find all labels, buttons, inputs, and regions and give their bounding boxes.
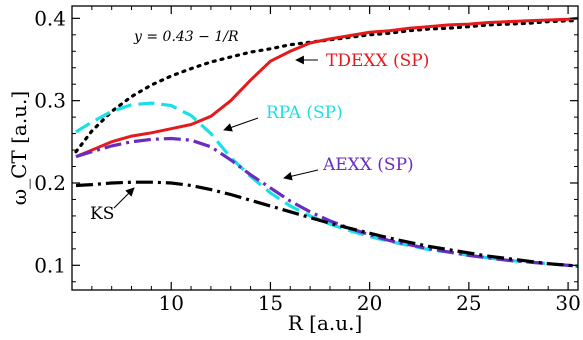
y-tick-label: 0.2: [34, 171, 66, 195]
x-tick-label: 15: [258, 291, 283, 315]
y-tick-label: 0.4: [34, 6, 66, 30]
rpa-arrow: [223, 117, 259, 132]
series-line-4: [75, 180, 579, 268]
plot-frame: [71, 5, 579, 291]
tdexx-label: TDEXX (SP): [326, 51, 429, 71]
formula-label: y = 0.43 − 1/R: [133, 29, 239, 45]
series-line-1: [75, 16, 579, 158]
ks-label: KS: [90, 204, 114, 224]
series-line-3: [75, 136, 579, 268]
x-axis-title: R [a.u.]: [288, 311, 363, 335]
y-tick-label: 0.3: [34, 89, 66, 113]
x-tick-label: 10: [158, 291, 183, 315]
axis-ticks: 10 15 20 25 30 0.1 0.2 0.3 0.4: [34, 6, 581, 315]
y-axis-title: ω_CT [a.u.]: [7, 91, 31, 205]
x-tick-label: 30: [555, 291, 580, 315]
x-tick-label: 20: [357, 291, 382, 315]
rpa-label: RPA (SP): [266, 103, 343, 123]
ks-arrow: [113, 187, 135, 209]
y-tick-label: 0.1: [34, 253, 66, 277]
series-line-2: [75, 101, 579, 268]
x-tick-label: 25: [456, 291, 481, 315]
series-lines: [74, 16, 580, 268]
aexx-arrow: [283, 169, 319, 181]
aexx-label: AEXX (SP): [322, 155, 414, 175]
